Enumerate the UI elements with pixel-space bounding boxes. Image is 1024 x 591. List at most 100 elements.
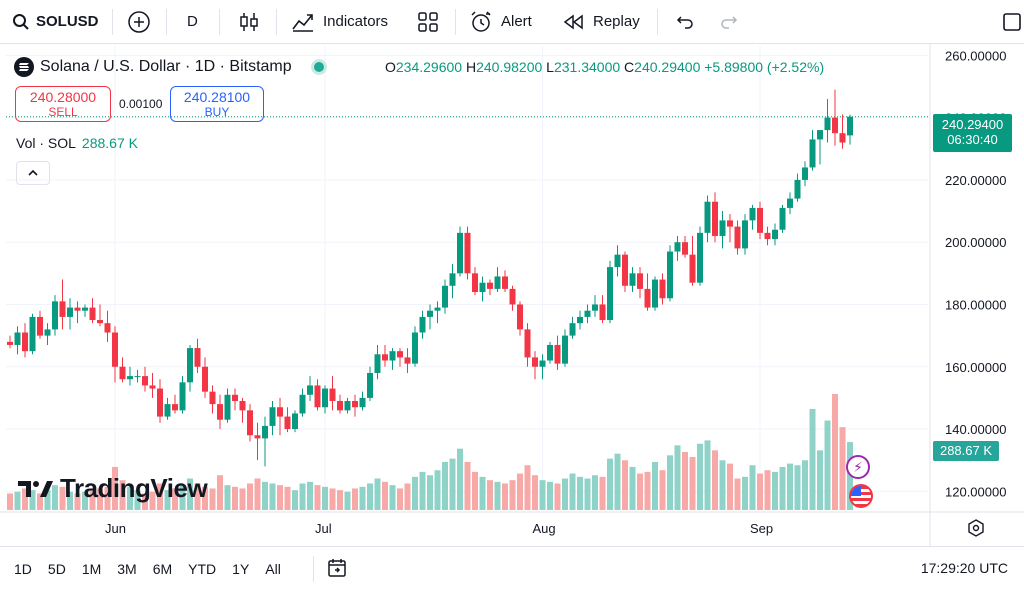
candle-body (652, 279, 658, 308)
candle (847, 114, 853, 145)
candle (232, 388, 238, 411)
volume-label: Vol · SOL (16, 135, 76, 151)
candle (217, 394, 223, 430)
sell-price: 240.28000 (29, 89, 97, 105)
symbol-search[interactable]: SOLUSD (12, 0, 99, 44)
candle-body (472, 273, 478, 293)
candle (134, 369, 141, 383)
volume-bar (284, 486, 291, 510)
candle-body (89, 307, 96, 321)
interval-label: D (187, 13, 198, 30)
buy-button[interactable]: 240.28100 BUY (170, 86, 264, 122)
candle (112, 326, 118, 383)
candle (224, 388, 231, 423)
ideas-icon[interactable]: ⚡ (846, 455, 870, 479)
layouts-button[interactable] (417, 0, 439, 44)
candle-body (299, 394, 306, 414)
candle (104, 310, 111, 342)
candle (689, 235, 696, 286)
candle (659, 273, 666, 305)
candle (749, 204, 756, 230)
candle (479, 276, 486, 302)
candle-body (607, 267, 613, 321)
redo-button[interactable] (720, 0, 738, 44)
volume-bar (89, 490, 96, 510)
last-price: 240.29400 (941, 117, 1004, 132)
candle (637, 267, 643, 299)
volume-bar (749, 465, 756, 510)
volume-bar (209, 488, 216, 510)
us-flag-icon[interactable] (849, 484, 873, 508)
indicators-button[interactable]: Indicators (291, 0, 388, 44)
volume-bar (322, 486, 328, 510)
clock[interactable]: 17:29:20 UTC (920, 560, 1008, 576)
candle-body (637, 273, 643, 289)
sell-button[interactable]: 240.28000 SELL (15, 86, 111, 122)
range-selector: 1D 5D 1M 3M 6M YTD 1Y All (14, 561, 297, 577)
volume-bar (292, 490, 298, 510)
candle (524, 323, 531, 367)
range-1m[interactable]: 1M (81, 561, 102, 577)
axis-settings-icon[interactable] (967, 519, 985, 542)
candle-body (434, 307, 441, 311)
candle-body (37, 316, 43, 336)
candle-body (164, 404, 171, 417)
chevron-up-icon (28, 169, 38, 176)
volume-legend[interactable]: Vol · SOL 288.67 K (16, 135, 138, 151)
tradingview-logo[interactable]: TradingView (18, 473, 208, 504)
candle-body (839, 133, 846, 143)
candle (562, 329, 568, 367)
volume-bar (59, 486, 66, 510)
sell-label: SELL (48, 105, 78, 119)
goto-date-button[interactable] (326, 557, 350, 582)
alert-button[interactable]: Alert (469, 0, 532, 44)
range-5d[interactable]: 5D (47, 561, 66, 577)
candle (569, 316, 576, 339)
compare-button[interactable] (127, 0, 151, 44)
collapse-legend-button[interactable] (16, 161, 50, 185)
undo-button[interactable] (676, 0, 694, 44)
market-status-icon (313, 62, 324, 72)
candle-body (202, 366, 208, 392)
fullscreen-button[interactable] (1002, 0, 1022, 44)
candle-body (97, 320, 103, 324)
low-label: L (546, 59, 554, 75)
candle (404, 348, 411, 373)
volume-bar (509, 480, 516, 510)
candle-body (449, 273, 456, 286)
price-chart[interactable]: 260.00000240.00000220.00000200.00000180.… (0, 0, 1024, 546)
candle (592, 295, 598, 317)
volume-bar (712, 450, 718, 510)
replay-button[interactable]: Replay (563, 0, 640, 44)
range-3m[interactable]: 3M (117, 561, 137, 577)
volume-bar (689, 456, 696, 510)
interval-button[interactable]: D (187, 0, 198, 44)
series-legend[interactable]: Solana / U.S. Dollar · 1D · Bitstamp (14, 57, 324, 77)
volume-bar (614, 453, 621, 510)
candle (389, 348, 396, 370)
candle-body (704, 201, 711, 233)
volume-bar (7, 493, 13, 510)
volume-bar (592, 475, 598, 510)
range-all[interactable]: All (265, 561, 281, 577)
volume-bar (112, 466, 118, 510)
candle (142, 366, 148, 392)
candle-body (112, 332, 118, 367)
candle (97, 304, 103, 327)
range-1d[interactable]: 1D (14, 561, 32, 577)
x-tick-label: Aug (533, 521, 556, 536)
candle-body (29, 316, 36, 352)
range-ytd[interactable]: YTD (188, 561, 217, 577)
tradingview-logo-icon (18, 480, 53, 497)
chart-type-button[interactable] (238, 0, 260, 44)
range-1y[interactable]: 1Y (232, 561, 250, 577)
divider (112, 9, 113, 35)
candle (367, 366, 373, 402)
volume-bar (202, 486, 208, 510)
volume-bar (584, 478, 591, 510)
range-6m[interactable]: 6M (152, 561, 173, 577)
candle-body (157, 388, 163, 417)
candle-body (329, 388, 336, 402)
volume-bar (344, 491, 351, 510)
x-tick-label: Sep (750, 521, 773, 536)
